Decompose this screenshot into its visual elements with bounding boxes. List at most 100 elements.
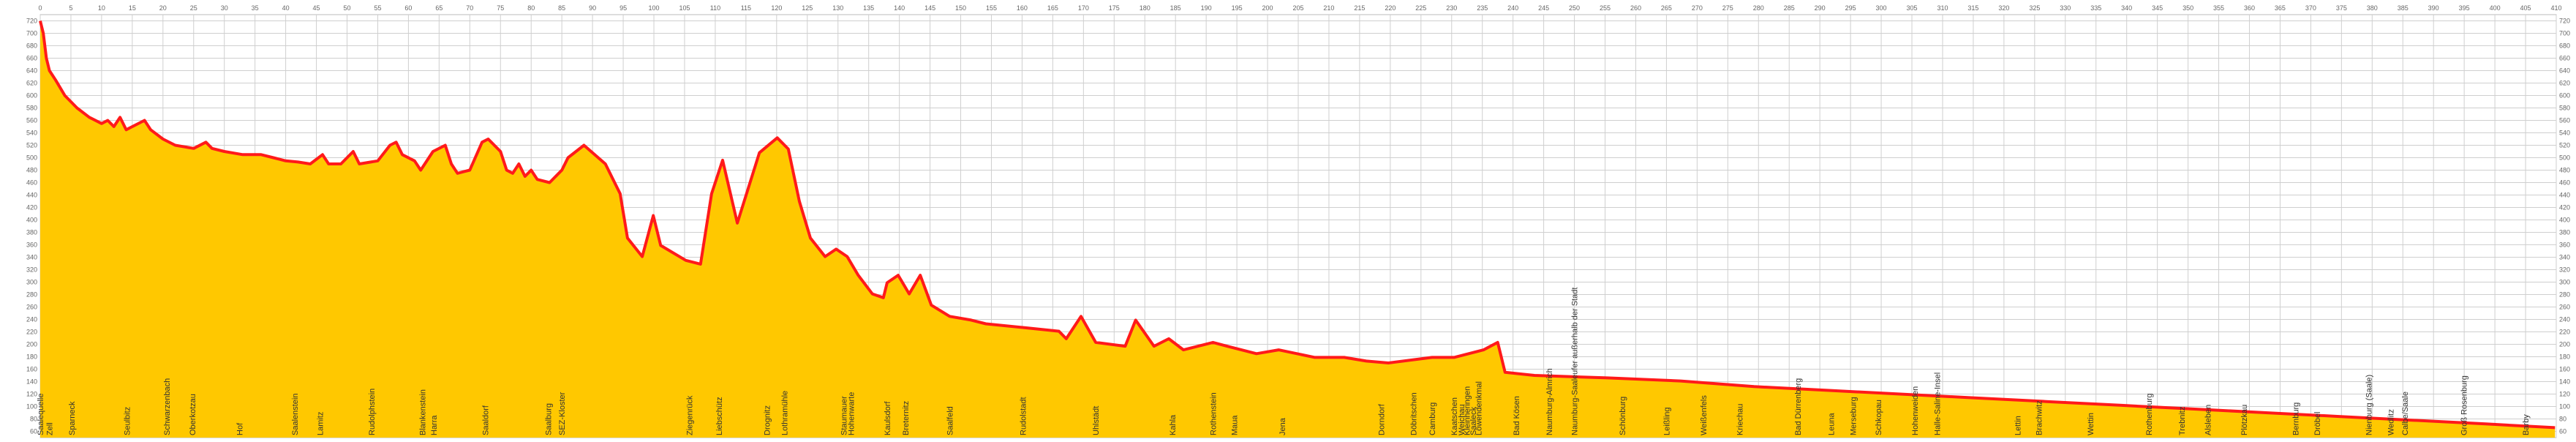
x-tick-label: 200 bbox=[1262, 4, 1273, 12]
place-label: Lothramühle bbox=[781, 391, 790, 435]
y-tick-label-right: 580 bbox=[2559, 105, 2570, 112]
x-tick-label: 410 bbox=[2550, 4, 2561, 12]
y-tick-label: 260 bbox=[26, 304, 37, 311]
x-tick-label: 395 bbox=[2459, 4, 2470, 12]
y-tick-label: 300 bbox=[26, 279, 37, 286]
x-tick-label: 100 bbox=[649, 4, 660, 12]
x-tick-label: 105 bbox=[679, 4, 690, 12]
place-label: Rothenstein bbox=[1209, 392, 1218, 435]
x-tick-label: 205 bbox=[1292, 4, 1303, 12]
x-tick-label: 360 bbox=[2244, 4, 2255, 12]
x-tick-label: 230 bbox=[1446, 4, 1457, 12]
place-label: Rudolstadt bbox=[1019, 397, 1028, 435]
y-tick-label-right: 600 bbox=[2559, 92, 2570, 100]
y-tick-label: 160 bbox=[26, 366, 37, 373]
place-label: Plötzkau bbox=[2240, 405, 2249, 435]
elevation-line bbox=[39, 20, 2556, 430]
y-tick-label: 180 bbox=[26, 353, 37, 361]
x-tick-label: 55 bbox=[374, 4, 381, 12]
x-tick-label: 40 bbox=[282, 4, 290, 12]
y-tick-label: 500 bbox=[26, 154, 37, 162]
y-tick-label-right: 80 bbox=[2559, 416, 2566, 423]
x-tick-label: 215 bbox=[1354, 4, 1365, 12]
place-label: Ziegenrück bbox=[686, 395, 695, 435]
y-tick-label: 660 bbox=[26, 55, 37, 62]
x-tick-label: 145 bbox=[924, 4, 935, 12]
x-tick-label: 130 bbox=[832, 4, 843, 12]
place-label: SEZ-Kloster bbox=[558, 392, 567, 435]
x-tick-label: 245 bbox=[1538, 4, 1549, 12]
y-tick-label: 460 bbox=[26, 179, 37, 187]
x-tick-label: 375 bbox=[2336, 4, 2347, 12]
place-label: Schwarzenbach bbox=[163, 378, 172, 435]
place-label: Halle-Saline-Insel bbox=[1933, 372, 1942, 435]
place-label: Breternitz bbox=[902, 401, 911, 435]
x-tick-label: 45 bbox=[313, 4, 320, 12]
y-tick-label: 560 bbox=[26, 117, 37, 124]
x-tick-label: 335 bbox=[2090, 4, 2101, 12]
x-tick-label: 140 bbox=[894, 4, 905, 12]
y-tick-label: 100 bbox=[26, 403, 37, 411]
y-tick-label: 140 bbox=[26, 378, 37, 386]
x-tick-label: 180 bbox=[1140, 4, 1150, 12]
y-tick-label-right: 100 bbox=[2559, 403, 2570, 411]
place-label: Wedlitz bbox=[2387, 409, 2396, 435]
y-tick-label-right: 200 bbox=[2559, 341, 2570, 348]
place-label: Saalequelle bbox=[37, 394, 45, 436]
x-tick-label: 370 bbox=[2305, 4, 2316, 12]
y-tick-label: 420 bbox=[26, 204, 37, 211]
place-label: Alsleben bbox=[2204, 405, 2212, 435]
place-label: Groß Rosenburg bbox=[2460, 375, 2468, 435]
y-tick-label-right: 420 bbox=[2559, 204, 2570, 211]
x-tick-label: 80 bbox=[527, 4, 535, 12]
y-tick-label: 80 bbox=[30, 416, 37, 423]
y-tick-label: 520 bbox=[26, 142, 37, 149]
place-label: Kaulsdorf bbox=[884, 401, 892, 435]
x-tick-label: 265 bbox=[1661, 4, 1672, 12]
x-tick-label: 355 bbox=[2213, 4, 2224, 12]
x-tick-label: 405 bbox=[2520, 4, 2531, 12]
place-label: Bernburg bbox=[2291, 402, 2300, 435]
y-tick-label: 720 bbox=[26, 18, 37, 25]
place-label: Saalenstein bbox=[291, 394, 300, 436]
y-tick-label-right: 700 bbox=[2559, 30, 2570, 37]
x-tick-label: 190 bbox=[1201, 4, 1212, 12]
y-tick-label-right: 260 bbox=[2559, 304, 2570, 311]
y-tick-label-right: 720 bbox=[2559, 18, 2570, 25]
y-tick-label: 400 bbox=[26, 217, 37, 224]
place-label: Naumburg-Saaleufer außerhalb der Stadt bbox=[1571, 288, 1580, 435]
x-tick-label: 240 bbox=[1507, 4, 1518, 12]
x-tick-label: 110 bbox=[710, 4, 720, 12]
place-label: Lettin bbox=[2014, 416, 2022, 435]
place-label: Merseburg bbox=[1850, 397, 1858, 435]
place-label: Naumburg-Almrich bbox=[1545, 368, 1554, 435]
y-tick-label-right: 360 bbox=[2559, 241, 2570, 249]
x-tick-label: 305 bbox=[1907, 4, 1918, 12]
y-tick-label: 700 bbox=[26, 30, 37, 37]
x-tick-label: 340 bbox=[2121, 4, 2132, 12]
place-label: Hohenweiden bbox=[1911, 386, 1920, 435]
y-tick-label-right: 660 bbox=[2559, 55, 2570, 62]
x-tick-label: 15 bbox=[129, 4, 136, 12]
y-tick-label-right: 60 bbox=[2559, 428, 2566, 435]
place-label: Weißenfels bbox=[1700, 395, 1709, 435]
x-tick-label: 20 bbox=[159, 4, 167, 12]
x-tick-label: 175 bbox=[1109, 4, 1120, 12]
place-label: Kahla bbox=[1169, 414, 1178, 435]
place-label: Maua bbox=[1231, 415, 1240, 435]
y-tick-label-right: 340 bbox=[2559, 254, 2570, 261]
place-label: Nienburg (Saale) bbox=[2365, 375, 2373, 435]
place-label: Hof bbox=[236, 422, 245, 435]
place-label: Zell bbox=[46, 422, 55, 435]
x-tick-label: 300 bbox=[1876, 4, 1887, 12]
place-label: Döbritschen bbox=[1410, 392, 1419, 435]
x-tick-label: 220 bbox=[1385, 4, 1396, 12]
place-label: Camburg bbox=[1428, 402, 1437, 435]
place-label: Hohenwarte bbox=[847, 392, 856, 435]
place-label: Bad Dürrenberg bbox=[1794, 378, 1803, 435]
x-tick-label: 65 bbox=[435, 4, 442, 12]
y-tick-label: 620 bbox=[26, 80, 37, 87]
y-tick-label-right: 140 bbox=[2559, 378, 2570, 386]
x-tick-label: 135 bbox=[863, 4, 874, 12]
y-tick-label-right: 180 bbox=[2559, 353, 2570, 361]
